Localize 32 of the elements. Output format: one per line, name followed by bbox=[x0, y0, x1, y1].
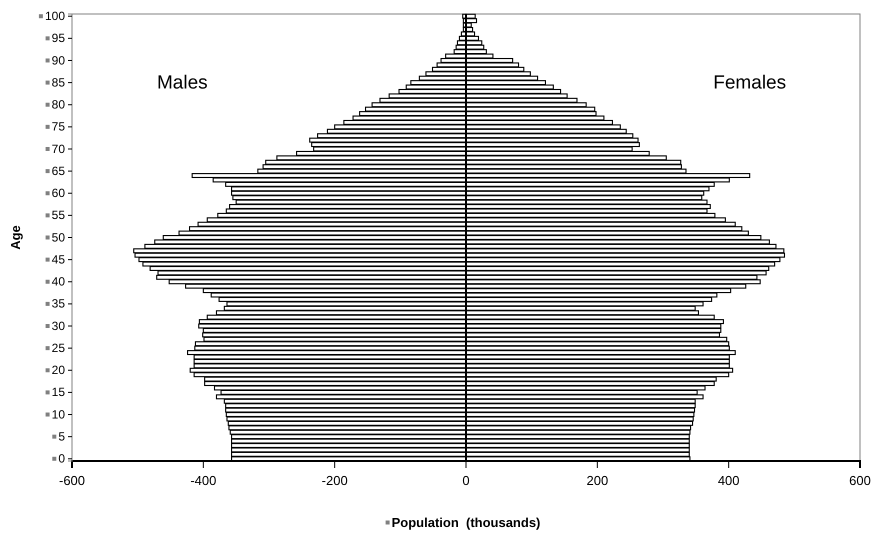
y-tick-label: 40 bbox=[52, 274, 66, 289]
y-tick-label: 80 bbox=[52, 98, 66, 112]
y-tick-label: 65 bbox=[52, 164, 66, 178]
y-tick-label: 0 bbox=[58, 452, 66, 466]
y-tick-label: 45 bbox=[52, 252, 66, 266]
y-tick-label: 95 bbox=[52, 31, 66, 46]
x-tick-label: -600 bbox=[58, 473, 86, 488]
annotation: Males bbox=[156, 72, 208, 94]
annotation: Females bbox=[713, 72, 786, 94]
x-tick-label: 200 bbox=[586, 473, 608, 488]
y-tick-label: 5 bbox=[58, 430, 66, 444]
y-tick-label: 70 bbox=[52, 142, 66, 156]
y-tick-label: 50 bbox=[52, 230, 66, 244]
y-tick-label: 90 bbox=[52, 53, 66, 68]
y-tick-label: 25 bbox=[52, 340, 66, 355]
y-tick-label: 30 bbox=[52, 318, 66, 333]
y-tick-label: 60 bbox=[52, 186, 66, 200]
x-tick-label: -400 bbox=[190, 473, 216, 488]
x-tick-label: -200 bbox=[322, 473, 348, 488]
x-tick-label: 400 bbox=[718, 473, 740, 488]
x-axis-title: Population (thousands) bbox=[392, 515, 540, 530]
x-tick-label: 0 bbox=[462, 473, 470, 488]
y-tick-label: 100 bbox=[44, 9, 66, 24]
y-tick-label: 85 bbox=[52, 75, 66, 90]
y-axis-title: Age bbox=[8, 225, 23, 250]
y-tick-label: 55 bbox=[52, 208, 66, 222]
y-tick-label: 35 bbox=[52, 296, 66, 311]
y-tick-label: 15 bbox=[52, 385, 66, 400]
y-tick-label: 75 bbox=[52, 120, 66, 134]
y-tick-label: 20 bbox=[52, 363, 66, 378]
y-tick-label: 10 bbox=[52, 407, 66, 422]
x-tick-label: 600 bbox=[849, 473, 871, 488]
